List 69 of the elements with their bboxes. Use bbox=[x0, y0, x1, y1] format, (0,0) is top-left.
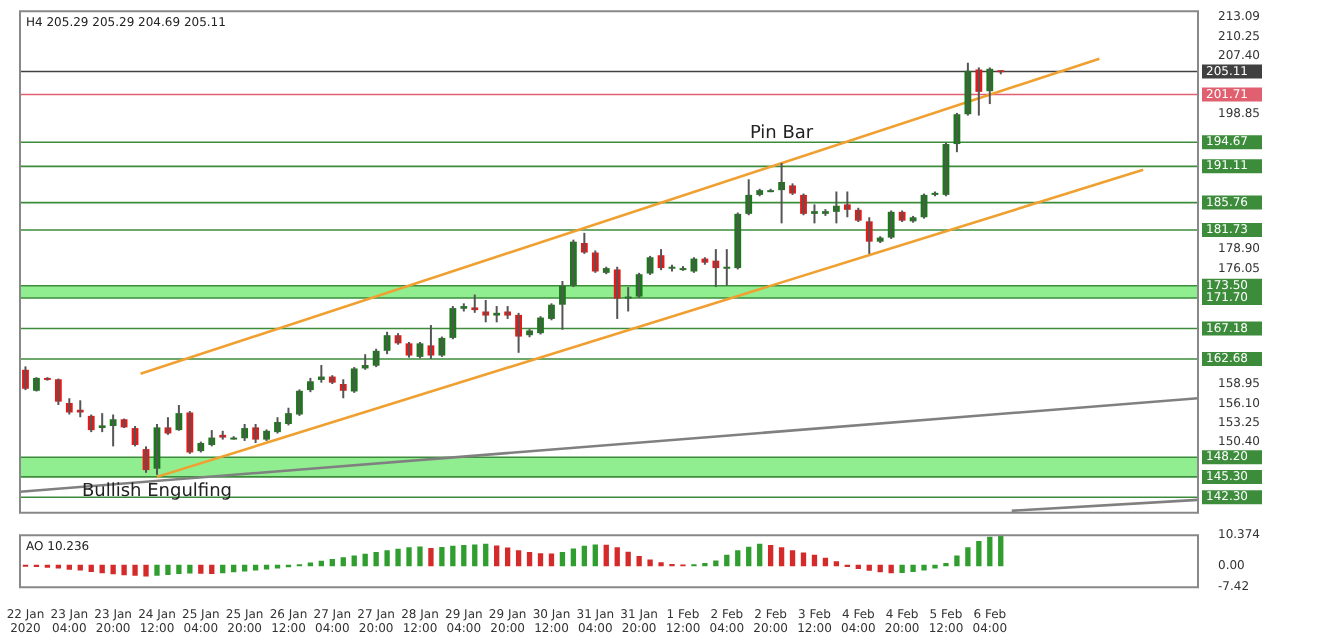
bar bbox=[373, 552, 379, 567]
bar bbox=[570, 548, 577, 567]
bar bbox=[439, 547, 445, 567]
bar bbox=[220, 564, 226, 574]
bar bbox=[965, 547, 971, 567]
bar bbox=[515, 550, 522, 567]
bar bbox=[252, 564, 259, 571]
bar bbox=[954, 555, 960, 567]
bar bbox=[603, 544, 609, 567]
bar bbox=[504, 547, 511, 567]
bar bbox=[165, 564, 171, 575]
bar bbox=[362, 553, 368, 567]
bar bbox=[888, 564, 894, 574]
bar bbox=[757, 543, 763, 567]
bar bbox=[187, 564, 193, 574]
bar bbox=[483, 543, 489, 567]
bar bbox=[833, 561, 840, 567]
bar bbox=[121, 564, 127, 576]
bar bbox=[921, 564, 927, 571]
bar bbox=[494, 545, 500, 567]
bar bbox=[625, 551, 631, 567]
bar bbox=[735, 550, 741, 567]
bar bbox=[209, 564, 215, 575]
annotation: Pin Bar bbox=[749, 123, 814, 144]
bar bbox=[417, 546, 423, 567]
bar bbox=[329, 559, 335, 567]
bar bbox=[614, 547, 620, 567]
bar bbox=[778, 547, 785, 567]
bar bbox=[198, 564, 204, 574]
bar bbox=[899, 564, 905, 573]
bar bbox=[581, 545, 587, 567]
bar bbox=[724, 554, 730, 567]
bar bbox=[767, 544, 774, 567]
bar bbox=[143, 564, 149, 577]
bar bbox=[88, 564, 94, 573]
bar bbox=[526, 552, 533, 567]
bar bbox=[384, 550, 390, 567]
bar bbox=[822, 557, 829, 567]
bar bbox=[713, 560, 719, 567]
bar bbox=[99, 564, 105, 574]
bar bbox=[154, 564, 160, 576]
bar bbox=[450, 545, 456, 567]
bar bbox=[987, 536, 993, 567]
bar bbox=[537, 553, 544, 567]
bar bbox=[406, 547, 412, 567]
bar bbox=[428, 547, 434, 567]
bar bbox=[592, 544, 598, 567]
bar bbox=[110, 564, 116, 575]
bar bbox=[77, 564, 83, 571]
bar bbox=[866, 564, 872, 571]
bar bbox=[647, 559, 653, 567]
bar bbox=[976, 540, 982, 567]
bar bbox=[472, 544, 478, 567]
bar bbox=[132, 564, 138, 576]
bar bbox=[66, 564, 72, 570]
bar bbox=[340, 557, 346, 567]
bar bbox=[461, 544, 467, 567]
bar bbox=[746, 546, 752, 567]
bar bbox=[548, 553, 555, 567]
annotation: Bullish Engulfing bbox=[81, 481, 233, 502]
bar bbox=[559, 552, 566, 567]
bar bbox=[636, 556, 642, 567]
bar bbox=[998, 535, 1004, 567]
bar bbox=[176, 564, 182, 575]
bar bbox=[800, 552, 807, 567]
bar bbox=[910, 564, 916, 573]
bar bbox=[395, 548, 401, 567]
bar bbox=[811, 554, 818, 567]
bar bbox=[789, 550, 796, 567]
